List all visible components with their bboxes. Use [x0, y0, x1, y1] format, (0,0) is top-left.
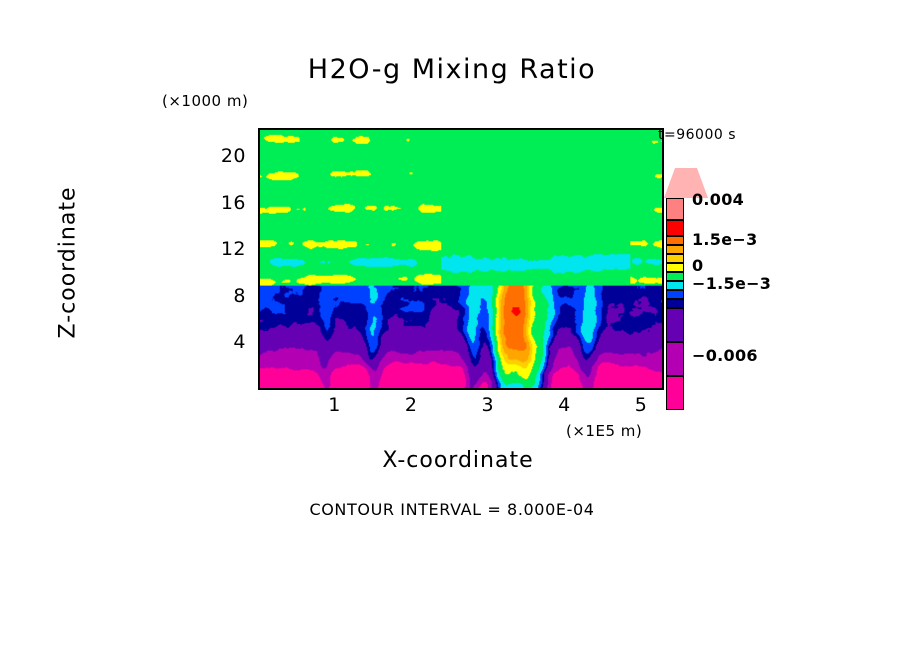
y-tick-label: 8 — [233, 284, 246, 307]
x-tick-label: 3 — [481, 394, 495, 416]
colorbar-band — [666, 281, 684, 290]
colorbar-tick-label: −0.006 — [692, 346, 758, 365]
y-tick-label: 20 — [220, 145, 246, 168]
colorbar-tick-label: 0 — [692, 256, 704, 275]
colorbar — [664, 168, 708, 410]
x-tick-label: 4 — [558, 394, 571, 416]
contour-plot-area — [258, 128, 664, 390]
time-stamp-label: t=96000 s — [658, 127, 736, 143]
colorbar-band — [666, 299, 684, 308]
colorbar-band — [666, 198, 684, 220]
colorbar-band — [666, 342, 684, 376]
y-tick-label: 12 — [220, 238, 246, 261]
colorbar-band — [666, 272, 684, 281]
colorbar-band — [666, 263, 684, 272]
colorbar-tick-label: 0.004 — [692, 190, 745, 209]
colorbar-arrow-icon — [664, 168, 708, 198]
colorbar-band — [666, 254, 684, 263]
colorbar-band — [666, 290, 684, 299]
contour-field-canvas — [260, 130, 662, 388]
colorbar-band — [666, 245, 684, 254]
y-axis-unit-label: (×1000 m) — [162, 92, 249, 110]
contour-interval-caption: CONTOUR INTERVAL = 8.000E-04 — [309, 500, 595, 519]
colorbar-band — [666, 308, 684, 342]
colorbar-band — [666, 220, 684, 236]
x-axis-unit-label: (×1E5 m) — [566, 422, 643, 440]
x-tick-label: 2 — [404, 394, 418, 416]
colorbar-band — [666, 236, 684, 245]
colorbar-band — [666, 376, 684, 410]
x-axis-tick-labels: 1 2 3 4 5 — [258, 394, 664, 422]
x-axis-title: X-coordinate — [382, 448, 534, 473]
y-tick-label: 16 — [220, 191, 246, 214]
page-title: H2O-g Mixing Ratio — [307, 54, 597, 85]
y-axis-tick-labels: 4 8 12 16 20 — [188, 128, 246, 390]
y-tick-label: 4 — [233, 331, 246, 354]
x-tick-label: 5 — [634, 394, 648, 416]
colorbar-tick-label: 1.5e−3 — [692, 230, 758, 249]
colorbar-tick-labels: 0.004 1.5e−3 0 −1.5e−3 −0.006 — [692, 168, 802, 398]
y-axis-title: Z-coordinate — [55, 186, 81, 339]
colorbar-tick-label: −1.5e−3 — [692, 274, 772, 293]
x-tick-label: 1 — [328, 394, 341, 416]
